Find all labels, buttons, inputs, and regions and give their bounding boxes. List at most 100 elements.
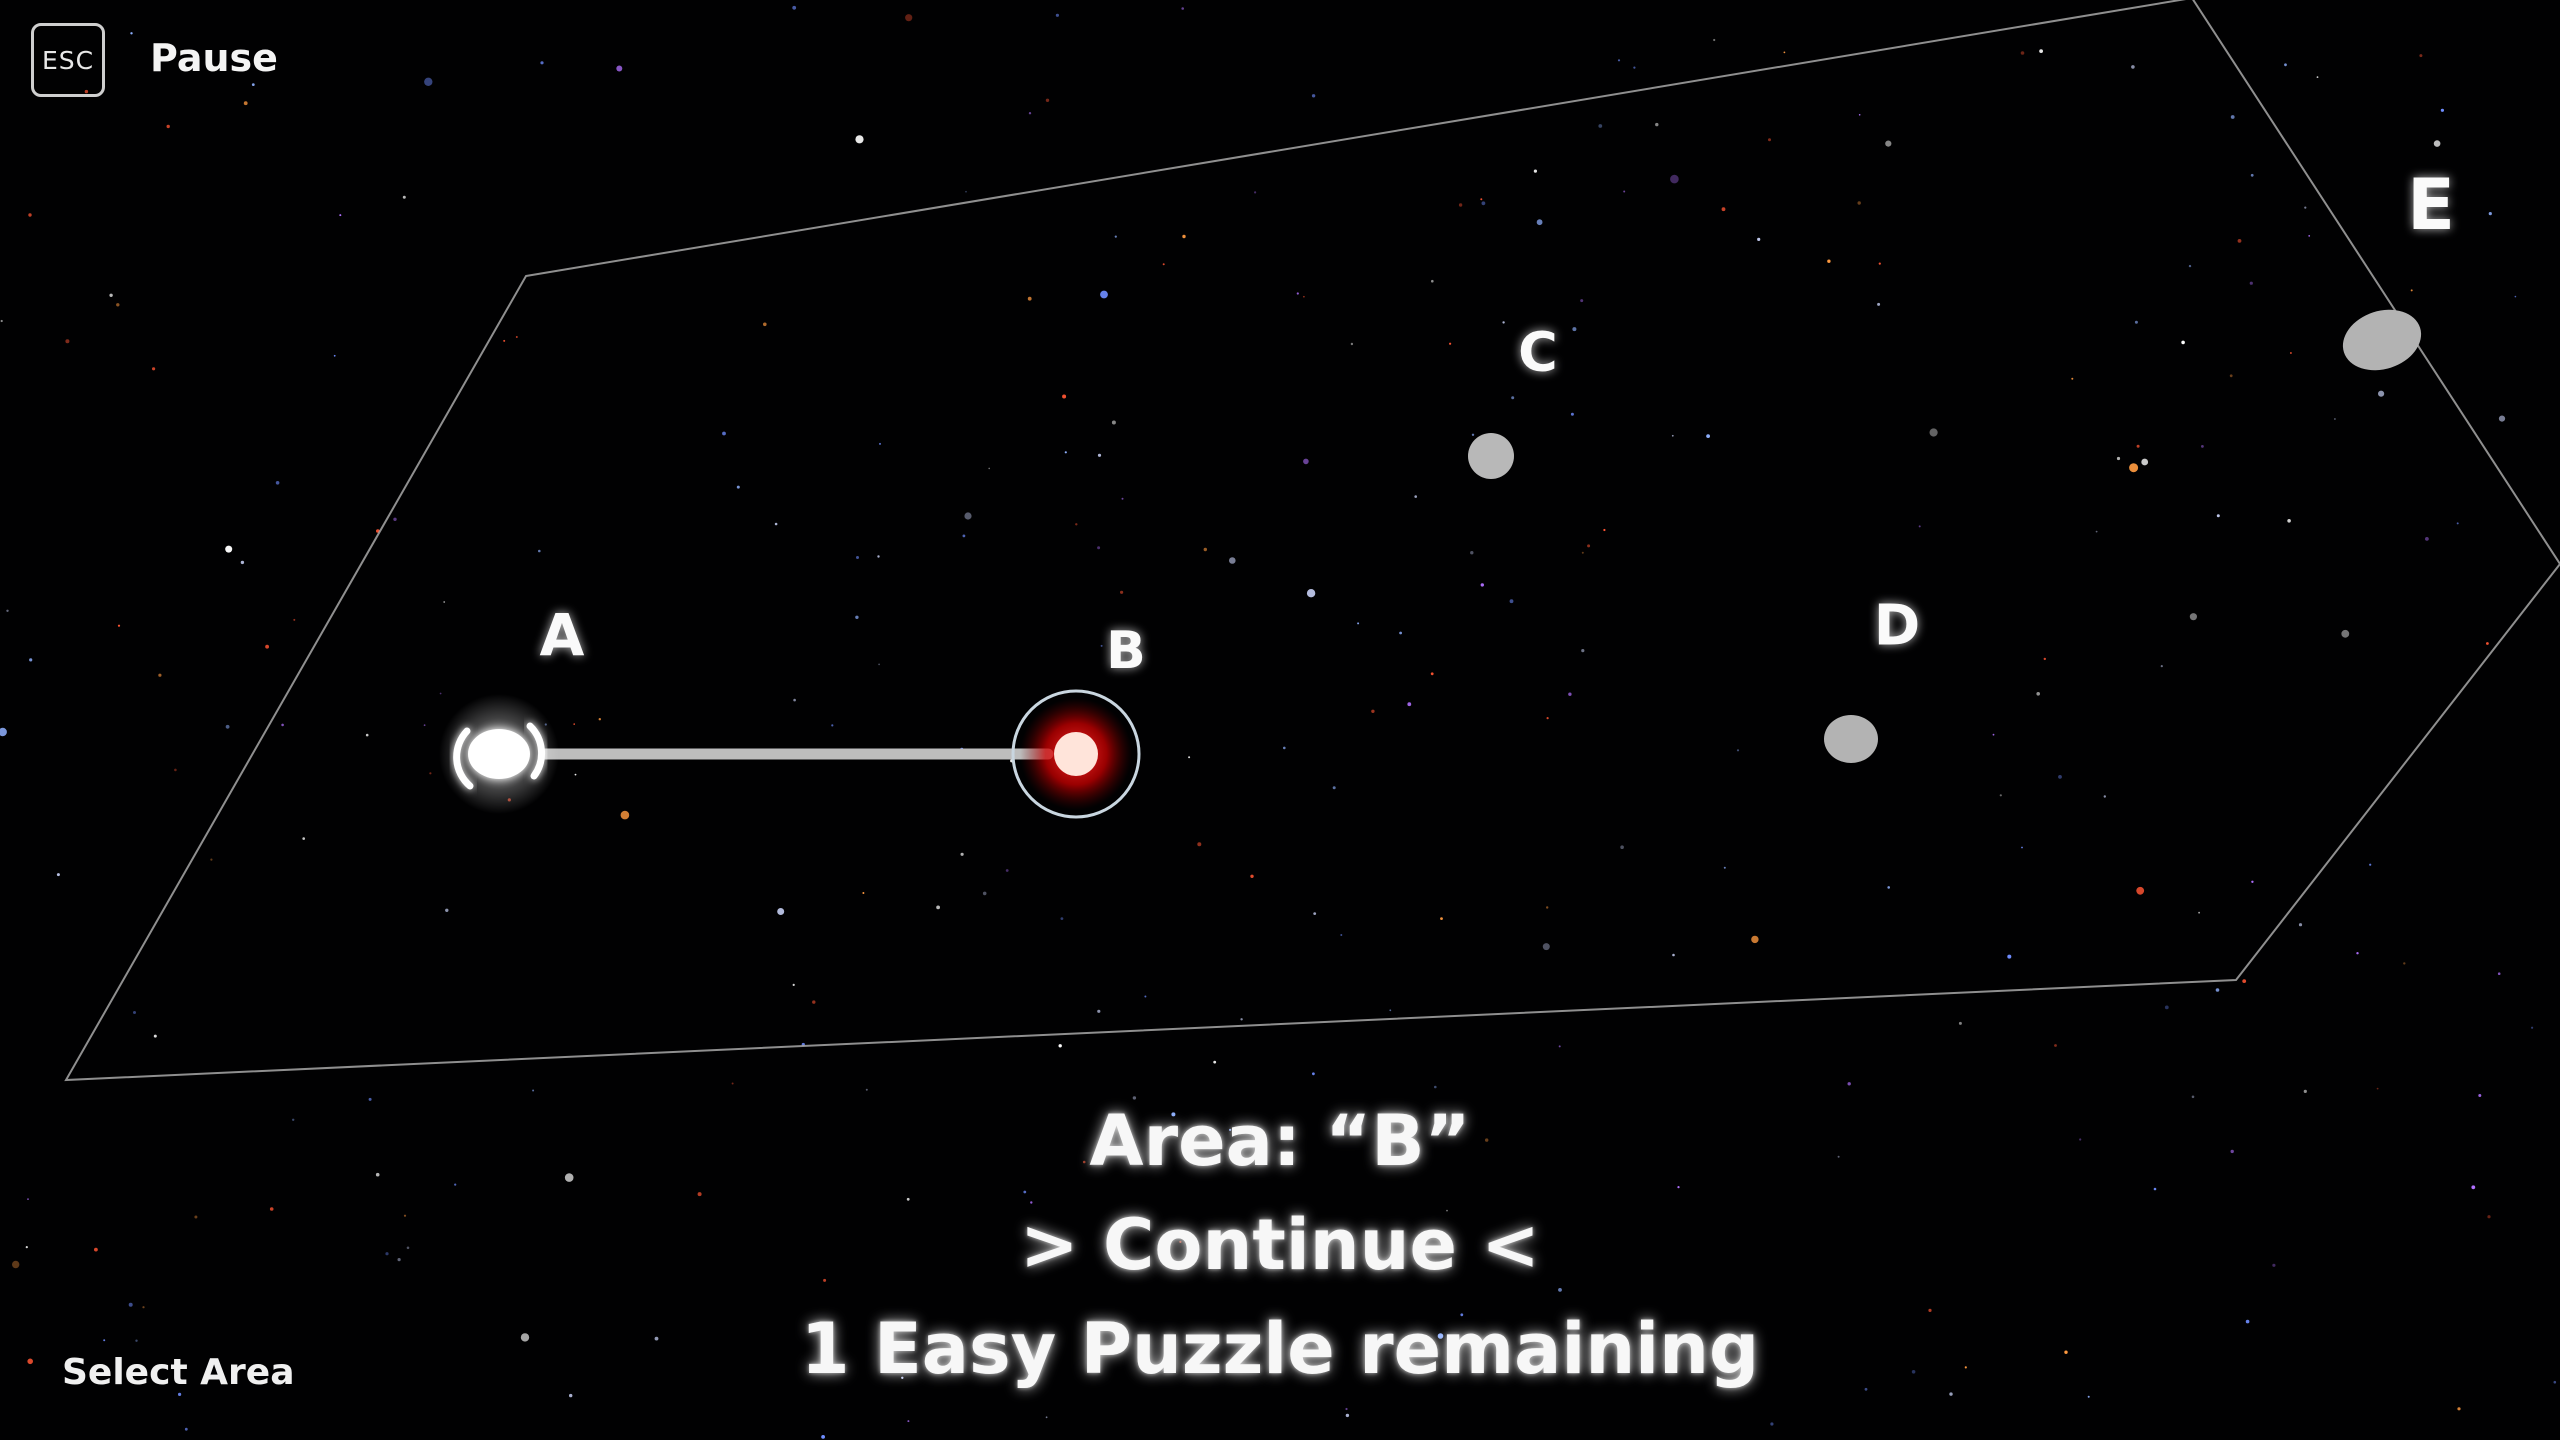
star: [1254, 191, 1257, 194]
star: [1617, 59, 1621, 62]
star: [240, 560, 245, 565]
star: [907, 1420, 910, 1423]
select-area-hint: Select Area: [62, 1352, 295, 1393]
star: [1188, 756, 1191, 759]
star: [1027, 296, 1032, 301]
star: [1182, 234, 1186, 239]
star: [1229, 557, 1236, 564]
star: [1471, 433, 1475, 436]
star: [1885, 140, 1892, 147]
star: [1878, 262, 1881, 265]
star: [564, 1173, 574, 1182]
star: [1827, 259, 1831, 263]
star: [385, 1252, 389, 1256]
star: [152, 367, 156, 371]
star: [1580, 299, 1584, 303]
star: [1229, 1128, 1232, 1131]
star: [722, 431, 726, 436]
star: [1542, 943, 1550, 951]
star: [1213, 1060, 1217, 1064]
star: [1407, 702, 1412, 707]
star: [1345, 1407, 1348, 1411]
star: [1028, 112, 1032, 115]
star: [1005, 869, 1009, 872]
star: [988, 467, 990, 470]
node-a[interactable]: [439, 694, 559, 814]
star: [1677, 1186, 1680, 1189]
star: [1572, 327, 1577, 332]
star: [1847, 1082, 1851, 1086]
star: [153, 1034, 157, 1038]
star: [406, 1246, 410, 1250]
star: [454, 1183, 457, 1186]
star: [1581, 649, 1585, 653]
star: [0, 727, 7, 737]
star: [1097, 453, 1102, 457]
star: [2131, 65, 2135, 69]
star: [1440, 917, 1443, 920]
star: [1371, 709, 1375, 713]
star: [174, 768, 177, 772]
star: [2486, 642, 2489, 645]
star: [1062, 394, 1067, 399]
star: [429, 772, 432, 775]
star: [1460, 1313, 1464, 1317]
star: [1097, 546, 1101, 550]
star: [1312, 1072, 1315, 1076]
continue-button[interactable]: > Continue <: [1020, 1204, 1540, 1286]
star: [2043, 657, 2047, 661]
star: [2020, 51, 2025, 55]
star: [1283, 746, 1286, 750]
star: [443, 601, 446, 603]
star: [94, 1247, 98, 1252]
star: [2497, 972, 2501, 975]
node-c[interactable]: [1468, 433, 1514, 479]
star: [302, 837, 306, 840]
star: [1751, 935, 1759, 944]
star: [423, 724, 426, 727]
star: [1179, 1240, 1182, 1243]
node-e[interactable]: [2335, 300, 2429, 380]
star: [109, 293, 113, 297]
star: [1620, 845, 1624, 849]
node-b[interactable]: [1011, 689, 1141, 819]
star: [25, 1246, 28, 1249]
star: [1480, 583, 1485, 587]
star: [2136, 886, 2145, 895]
star: [1446, 1209, 1448, 1212]
star: [2308, 235, 2311, 237]
star: [27, 1198, 29, 1200]
pause-label[interactable]: Pause: [150, 36, 278, 80]
star: [1171, 1112, 1176, 1117]
star: [540, 61, 544, 65]
node-b-label: B: [1106, 621, 1146, 681]
star: [1181, 7, 1184, 10]
esc-key-icon[interactable]: ESC: [31, 23, 105, 97]
star: [2160, 665, 2163, 668]
star: [2478, 1094, 2482, 1097]
star: [1203, 547, 1208, 552]
star: [1568, 692, 1572, 696]
node-d[interactable]: [1824, 715, 1878, 763]
star: [1533, 169, 1537, 173]
star: [1783, 51, 1786, 54]
star: [2457, 1407, 2461, 1411]
star: [1030, 1201, 1033, 1204]
star: [1918, 525, 1921, 528]
star: [574, 773, 577, 776]
star: [2087, 1395, 2090, 1398]
star: [292, 1118, 295, 1122]
star: [2054, 1044, 2057, 1047]
star: [135, 1339, 138, 1342]
star: [1437, 1333, 1444, 1339]
star: [184, 1427, 188, 1431]
star: [375, 1172, 380, 1177]
star: [2229, 374, 2233, 378]
star: [2403, 962, 2406, 965]
star: [339, 214, 342, 217]
star: [1303, 458, 1309, 465]
star: [1670, 174, 1679, 184]
star: [194, 1215, 198, 1219]
star: [56, 873, 60, 877]
